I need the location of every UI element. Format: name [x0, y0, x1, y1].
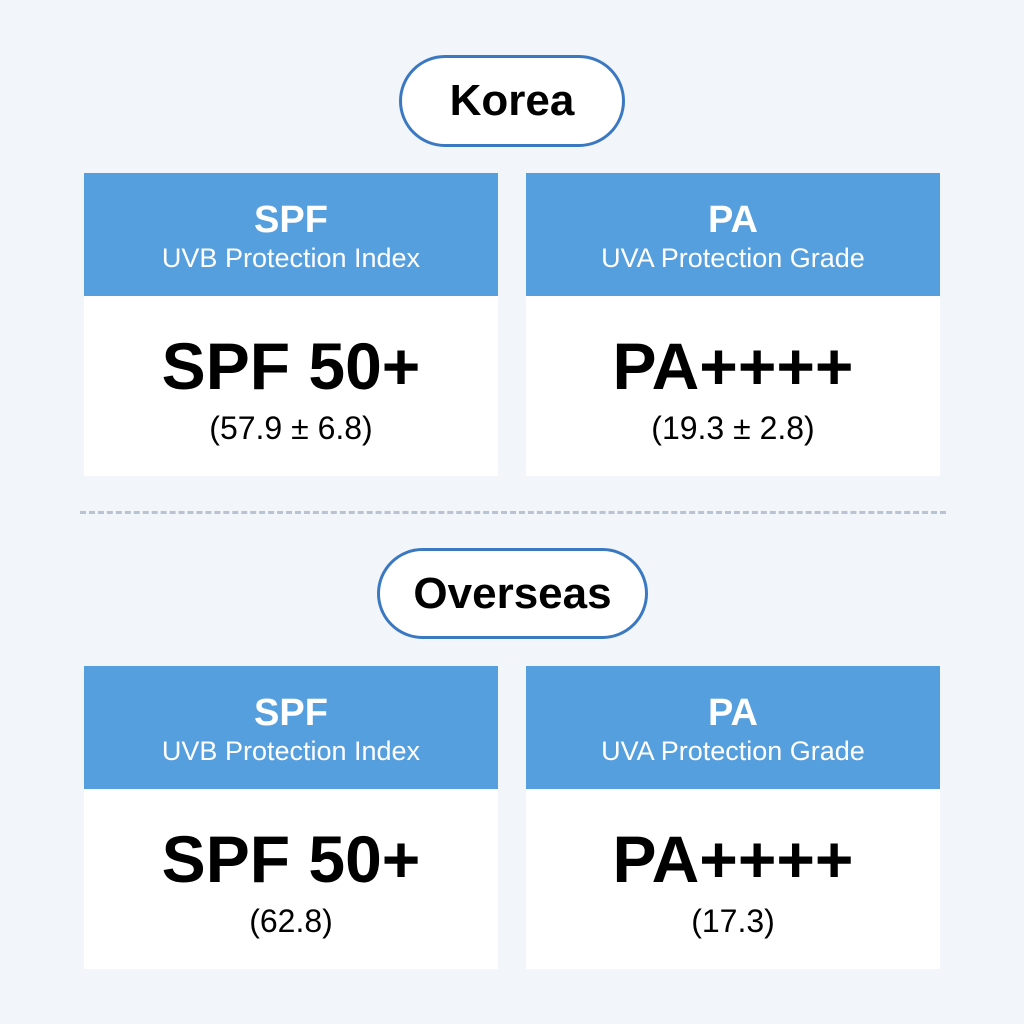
- card-body: PA++++ (19.3 ± 2.8): [526, 296, 940, 450]
- card-header: SPF UVB Protection Index: [84, 173, 498, 296]
- card-note: (62.8): [249, 903, 333, 939]
- card-subtitle: UVB Protection Index: [161, 736, 421, 766]
- card-header: PA UVA Protection Grade: [526, 173, 940, 296]
- overseas-pa-card: PA UVA Protection Grade PA++++ (17.3): [526, 666, 940, 969]
- card-note: (19.3 ± 2.8): [651, 410, 815, 446]
- card-title: SPF: [254, 692, 328, 734]
- card-header: PA UVA Protection Grade: [526, 666, 940, 789]
- card-value: PA++++: [612, 329, 854, 403]
- card-title: PA: [708, 199, 758, 241]
- card-header: SPF UVB Protection Index: [84, 666, 498, 789]
- overseas-spf-card: SPF UVB Protection Index SPF 50+ (62.8): [84, 666, 498, 969]
- section-label-korea: Korea: [399, 55, 625, 147]
- card-note: (17.3): [691, 903, 775, 939]
- section-divider: [80, 511, 946, 514]
- card-value: SPF 50+: [161, 329, 421, 403]
- card-subtitle: UVB Protection Index: [161, 243, 421, 273]
- card-body: SPF 50+ (57.9 ± 6.8): [84, 296, 498, 450]
- card-note: (57.9 ± 6.8): [209, 410, 373, 446]
- korea-pa-card: PA UVA Protection Grade PA++++ (19.3 ± 2…: [526, 173, 940, 476]
- card-body: SPF 50+ (62.8): [84, 789, 498, 943]
- card-title: SPF: [254, 199, 328, 241]
- card-subtitle: UVA Protection Grade: [601, 736, 865, 766]
- card-body: PA++++ (17.3): [526, 789, 940, 943]
- korea-spf-card: SPF UVB Protection Index SPF 50+ (57.9 ±…: [84, 173, 498, 476]
- card-title: PA: [708, 692, 758, 734]
- section-label-overseas: Overseas: [377, 548, 648, 639]
- card-subtitle: UVA Protection Grade: [601, 243, 865, 273]
- card-value: PA++++: [612, 822, 854, 896]
- card-value: SPF 50+: [161, 822, 421, 896]
